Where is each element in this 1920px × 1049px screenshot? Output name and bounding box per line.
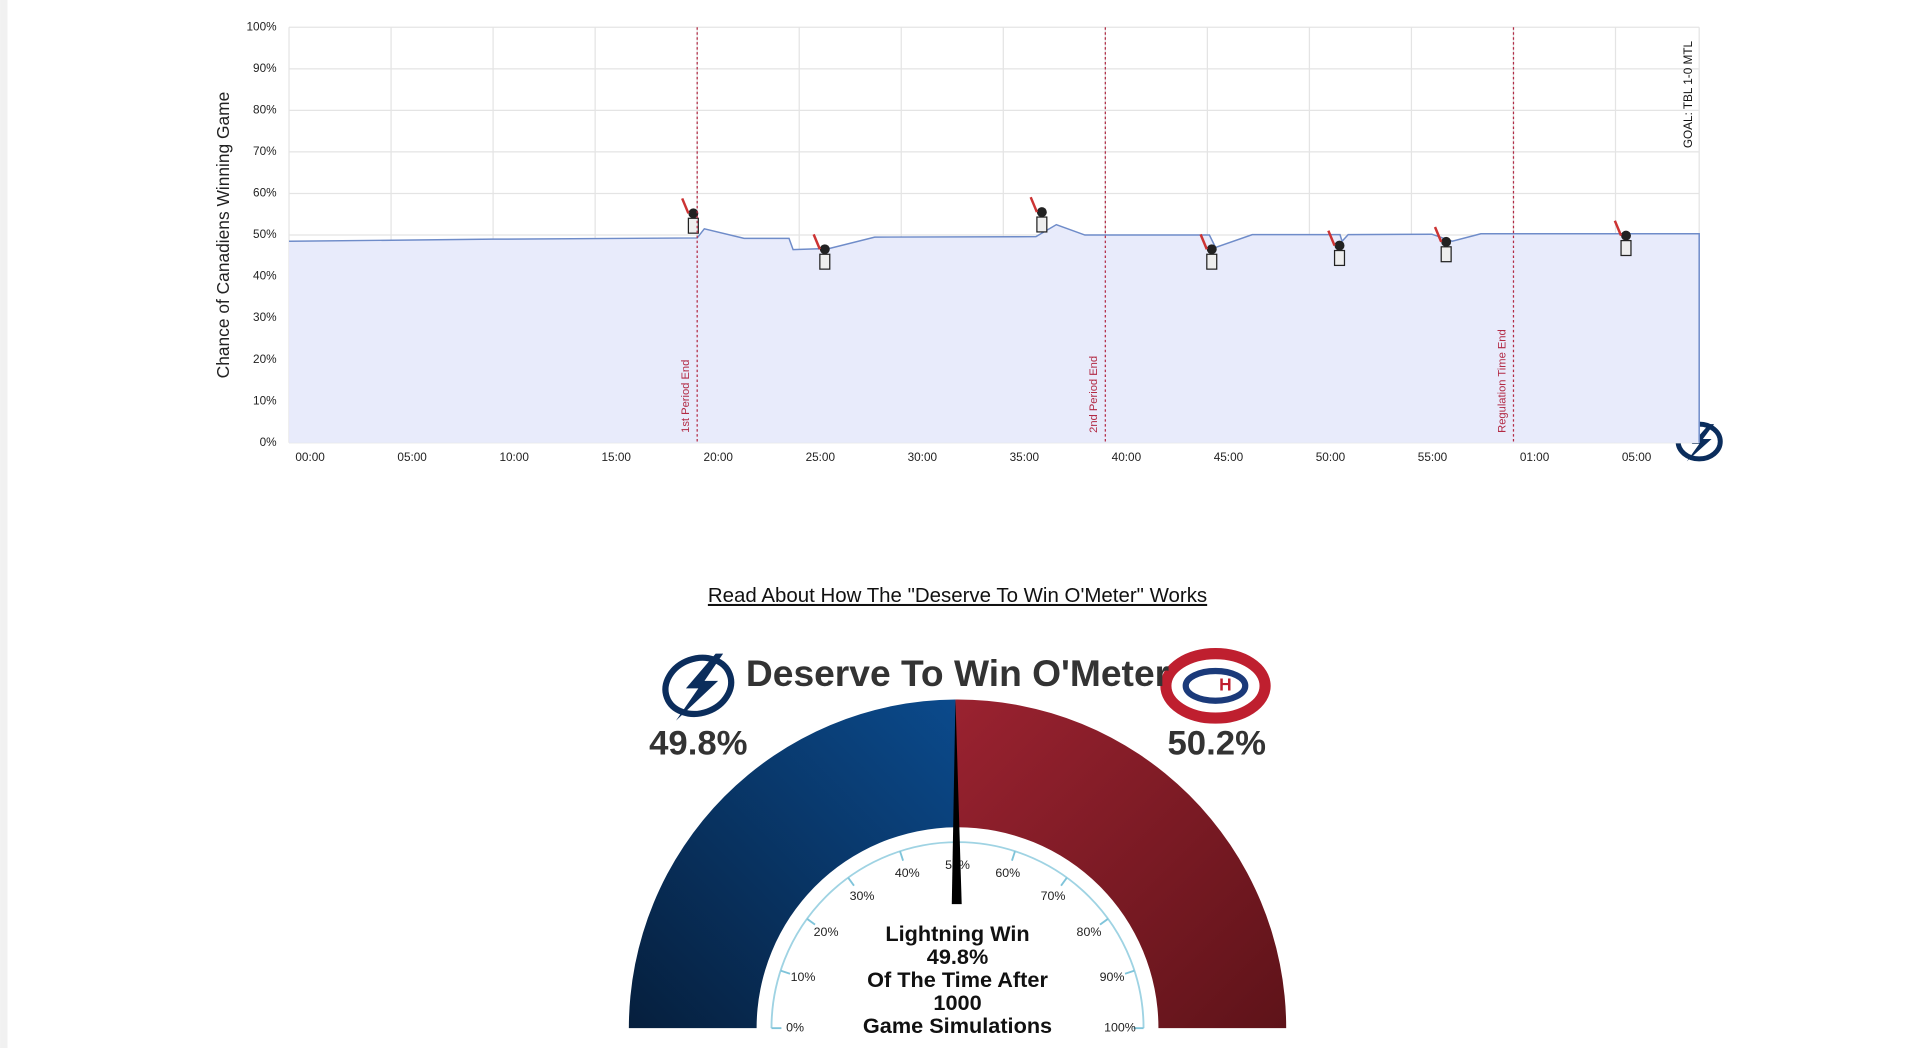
x-tick-label: 01:00 — [1520, 451, 1550, 464]
period-label: Regulation Time End — [1496, 329, 1508, 433]
gauge-center-text: Of The Time After — [867, 967, 1048, 992]
gauge-arc-canadiens — [955, 699, 1287, 1029]
x-tick-label: 10:00 — [499, 451, 529, 464]
gauge-tick — [1099, 918, 1109, 926]
lightning-pct: 49.8% — [649, 725, 747, 763]
y-tick-label: 90% — [253, 62, 277, 75]
gauge-tick-label: 60% — [995, 866, 1020, 880]
canadiens-pct: 50.2% — [1168, 725, 1266, 763]
y-tick-label: 60% — [253, 187, 277, 200]
x-tick-label: 05:00 — [1622, 451, 1652, 464]
gauge-tick-label: 0% — [786, 1020, 804, 1034]
x-tick-label: 30:00 — [908, 451, 938, 464]
gauge-tick-label: 100% — [1104, 1020, 1136, 1034]
gauge-center-text: 1000 — [933, 990, 981, 1015]
x-tick-label: 20:00 — [704, 451, 734, 464]
period-label: 1st Period End — [680, 360, 692, 433]
gauge-tick-label: 20% — [814, 925, 839, 939]
x-tick-label: 50:00 — [1316, 451, 1346, 464]
sidebar-shadow — [0, 0, 8, 1049]
gauge-center-text: Game Simulations — [863, 1013, 1052, 1038]
svg-text:H: H — [1219, 674, 1232, 694]
y-tick-label: 70% — [253, 145, 277, 158]
gauge-tick-label: 70% — [1041, 889, 1066, 903]
goal-label: GOAL: TBL 1-0 MTL — [1682, 40, 1695, 148]
y-tick-label: 100% — [247, 20, 278, 33]
y-tick-label: 80% — [253, 103, 277, 116]
x-tick-label: 00:00 — [295, 451, 325, 464]
gauge-tick-label: 90% — [1100, 970, 1125, 984]
gauge-center-text: Lightning Win — [885, 921, 1029, 946]
gauge-tick — [847, 877, 855, 887]
gauge-tick-label: 30% — [850, 889, 875, 903]
period-label: 2nd Period End — [1088, 356, 1100, 433]
y-tick-label: 40% — [253, 270, 277, 283]
y-tick-label: 30% — [253, 311, 277, 324]
area-fill — [289, 224, 1700, 443]
y-axis-label: Chance of Canadiens Winning Game — [213, 92, 233, 379]
x-tick-label: 25:00 — [806, 451, 836, 464]
gauge-center-text: 49.8% — [927, 944, 988, 969]
gauge-needle — [951, 699, 962, 905]
y-tick-label: 20% — [253, 353, 277, 366]
x-tick-label: 35:00 — [1010, 451, 1040, 464]
gauge-arc-lightning — [628, 699, 957, 1029]
x-tick-label: 15:00 — [601, 451, 631, 464]
gauge-tick — [780, 969, 791, 975]
gauge-tick-label: 80% — [1077, 925, 1102, 939]
canadiens-logo: H — [1160, 648, 1271, 724]
how-it-works-link[interactable]: Read About How The "Deserve To Win O'Met… — [708, 584, 1207, 607]
gauge-tick — [1124, 969, 1135, 975]
gauge-tick — [806, 918, 816, 926]
y-tick-label: 50% — [253, 228, 277, 241]
x-tick-label: 40:00 — [1112, 451, 1142, 464]
gauge-tick-label: 10% — [791, 970, 816, 984]
gauge-tick — [1011, 850, 1016, 861]
gauge-tick-label: 40% — [895, 866, 920, 880]
penalty-icons — [681, 196, 1632, 270]
y-tick-label: 0% — [260, 436, 278, 449]
gauge-tick — [1060, 877, 1068, 887]
x-tick-label: 05:00 — [397, 451, 427, 464]
lightning-logo — [662, 653, 735, 721]
gauge-tick — [899, 850, 904, 861]
gauge-title: Deserve To Win O'Meter — [746, 652, 1169, 694]
y-tick-label: 10% — [253, 394, 277, 407]
x-tick-label: 55:00 — [1418, 451, 1448, 464]
x-tick-label: 45:00 — [1214, 451, 1244, 464]
